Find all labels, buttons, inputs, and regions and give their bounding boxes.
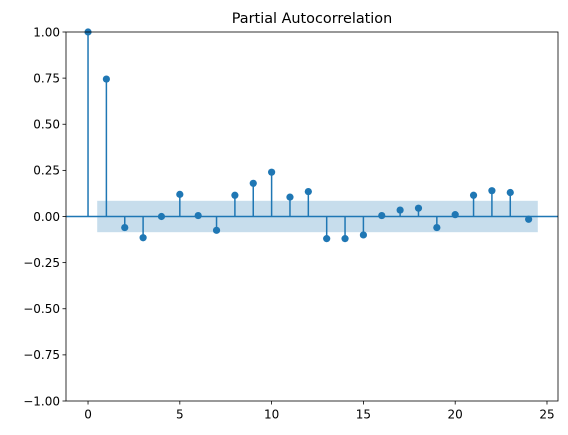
stem-marker-lag-8 [231, 191, 239, 199]
stem-marker-lag-14 [341, 235, 349, 243]
y-tick-label: 0.00 [33, 210, 60, 224]
stem-marker-lag-12 [304, 187, 312, 196]
stem-marker-lag-18 [414, 204, 423, 212]
y-tick-label: 0.25 [33, 164, 60, 178]
stem-marker-lag-3 [139, 234, 147, 242]
stem-marker-lag-7 [212, 226, 221, 234]
y-tick-label: −0.75 [23, 348, 60, 362]
y-tick-label: −0.50 [23, 302, 60, 316]
stem-marker-lag-19 [433, 223, 441, 232]
x-tick-label: 5 [176, 408, 184, 422]
stem-marker-lag-16 [378, 211, 386, 220]
stem-marker-lag-1 [102, 75, 110, 83]
stem-marker-lag-10 [268, 168, 276, 176]
x-tick-label: 10 [264, 408, 279, 422]
y-tick-label: −0.25 [23, 256, 60, 270]
stem-marker-lag-23 [506, 188, 514, 197]
y-tick-label: 1.00 [33, 25, 60, 39]
stem-marker-lag-17 [396, 206, 404, 214]
stem-marker-lag-13 [323, 235, 331, 243]
x-tick-label: 15 [356, 408, 371, 422]
stem-marker-lag-21 [469, 191, 478, 199]
x-tick-label: 0 [84, 408, 92, 422]
stem-marker-lag-15 [359, 231, 368, 239]
stem-marker-lag-9 [249, 179, 257, 187]
x-tick-label: 20 [448, 408, 463, 422]
stem-marker-lag-5 [176, 190, 184, 198]
stem-marker-lag-22 [488, 187, 496, 195]
stem-marker-lag-4 [157, 212, 166, 221]
y-tick-label: 0.75 [33, 71, 60, 85]
stem-marker-lag-24 [525, 215, 533, 223]
stem-marker-lag-2 [121, 223, 129, 232]
x-tick-label: 25 [539, 408, 554, 422]
stem-marker-lag-11 [286, 193, 294, 201]
chart-title: Partial Autocorrelation [232, 11, 392, 27]
stem-marker-lag-6 [194, 211, 202, 220]
y-tick-label: −1.00 [23, 394, 60, 408]
y-tick-label: 0.50 [33, 118, 60, 132]
stem-marker-lag-20 [451, 211, 459, 219]
